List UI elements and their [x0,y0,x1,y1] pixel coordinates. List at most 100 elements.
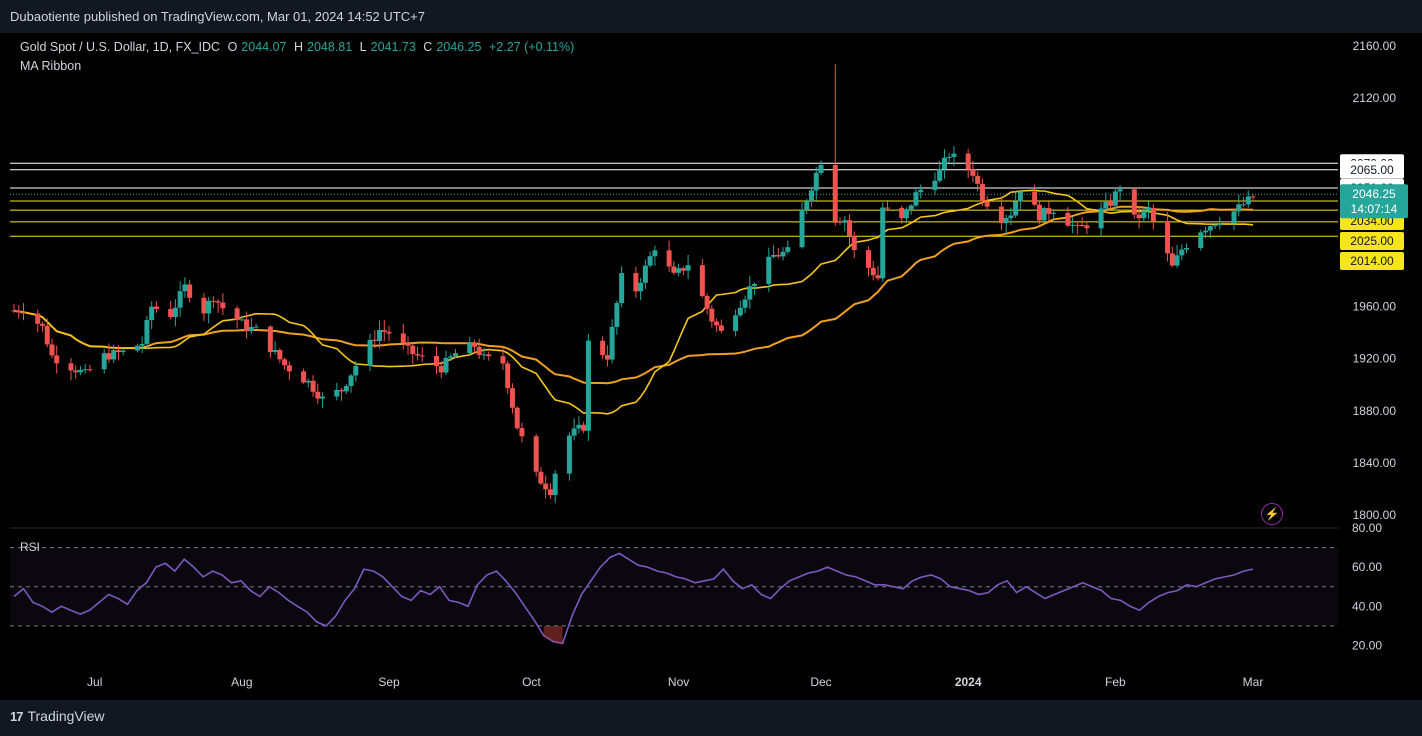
candle-body[interactable] [884,207,890,209]
candle-body[interactable] [87,369,93,371]
candle-body[interactable] [538,471,544,484]
candle-body[interactable] [941,157,947,169]
candle-body[interactable] [771,255,777,257]
candle-body[interactable] [737,307,743,316]
candle-body[interactable] [234,308,240,320]
candle-body[interactable] [576,424,582,429]
candle-body[interactable] [253,326,259,328]
candle-body[interactable] [581,424,587,431]
candle-body[interactable] [780,251,786,257]
candle-body[interactable] [372,339,378,341]
candle-body[interactable] [139,343,145,346]
candle-body[interactable] [543,483,549,490]
candle-body[interactable] [1008,215,1014,218]
candle-body[interactable] [1136,214,1142,219]
candle-body[interactable] [443,357,449,373]
candle-body[interactable] [1084,225,1090,229]
candle-body[interactable] [101,353,107,370]
candle-body[interactable] [1245,196,1251,205]
candle-body[interactable] [11,310,17,312]
candle-body[interactable] [35,313,41,324]
rsi-line[interactable] [13,552,1254,645]
candle-body[interactable] [547,489,553,496]
candle-body[interactable] [704,295,710,309]
candle-body[interactable] [377,330,383,341]
candle-body[interactable] [386,331,392,334]
candle-body[interactable] [1179,249,1185,256]
candle-body[interactable] [903,209,909,219]
current-price-tag[interactable] [1340,184,1408,219]
candle-body[interactable] [747,286,753,300]
candle-body[interactable] [1051,212,1057,214]
candle-body[interactable] [685,265,691,271]
candle-body[interactable] [1013,201,1019,216]
candle-body[interactable] [206,300,212,314]
candle-body[interactable] [320,396,326,399]
candle-body[interactable] [842,220,848,223]
candle-body[interactable] [1236,204,1242,212]
candle-body[interactable] [1146,208,1152,211]
candle-body[interactable] [975,175,981,184]
candle-body[interactable] [984,201,990,207]
candle-body[interactable] [182,284,188,292]
candle-body[interactable] [115,350,121,353]
candle-body[interactable] [600,340,606,356]
candle-body[interactable] [505,363,511,389]
candle-body[interactable] [837,221,843,223]
candle-body[interactable] [44,325,50,345]
candle-body[interactable] [111,350,117,360]
candle-body[interactable] [742,299,748,308]
candle-body[interactable] [433,356,439,367]
candle-body[interactable] [1074,224,1080,226]
candle-body[interactable] [381,330,387,332]
candle-body[interactable] [1207,226,1213,231]
candle-body[interactable] [353,365,359,376]
candle-body[interactable] [134,345,140,351]
candle-body[interactable] [998,206,1004,224]
candle-body[interactable] [638,282,644,292]
candle-body[interactable] [875,275,881,279]
candle-body[interactable] [733,315,739,331]
candle-body[interactable] [566,435,572,474]
candle-body[interactable] [1036,204,1042,221]
candle-body[interactable] [509,388,515,408]
candle-body[interactable] [699,265,705,296]
candle-body[interactable] [220,302,226,309]
candle-body[interactable] [813,172,819,191]
candle-body[interactable] [448,356,454,358]
candle-body[interactable] [785,247,791,252]
candle-body[interactable] [73,370,79,373]
candle-body[interactable] [282,359,288,366]
candle-body[interactable] [1079,225,1085,227]
candle-body[interactable] [272,350,278,352]
candle-body[interactable] [305,380,311,383]
candle-body[interactable] [604,355,610,360]
candle-body[interactable] [301,371,307,383]
candle-body[interactable] [847,220,853,236]
price-chart[interactable]: 1800.00 1840.00 1880.00 1920.00 1960.00 2120.… [0,0,1422,700]
candle-body[interactable] [215,301,221,303]
candle-body[interactable] [1003,217,1009,224]
candle-body[interactable] [718,325,724,331]
candle-body[interactable] [348,375,354,387]
candle-body[interactable] [676,268,682,273]
candle-body[interactable] [54,355,60,364]
candle-body[interactable] [1065,212,1071,226]
candle-body[interactable] [419,355,425,357]
candle-body[interactable] [16,310,22,313]
candle-body[interactable] [1198,232,1204,249]
candle-body[interactable] [415,354,421,356]
candle-body[interactable] [680,268,686,271]
candle-body[interactable] [310,380,316,392]
candle-body[interactable] [168,309,174,318]
candle-body[interactable] [899,207,905,219]
candle-body[interactable] [619,273,625,304]
candle-body[interactable] [334,389,340,397]
candle-body[interactable] [486,354,492,357]
candle-body[interactable] [913,192,919,206]
candle-body[interactable] [965,153,971,170]
candle-body[interactable] [1150,208,1156,221]
candle-body[interactable] [1165,220,1171,254]
candle-body[interactable] [908,205,914,210]
candle-body[interactable] [400,333,406,344]
